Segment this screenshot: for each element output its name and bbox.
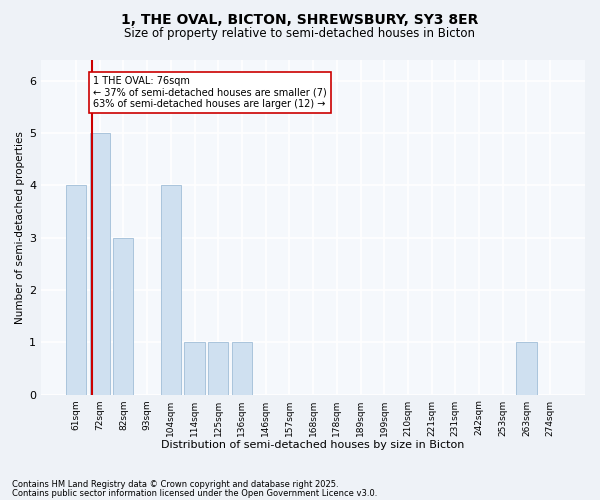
X-axis label: Distribution of semi-detached houses by size in Bicton: Distribution of semi-detached houses by …: [161, 440, 465, 450]
Text: 1 THE OVAL: 76sqm
← 37% of semi-detached houses are smaller (7)
63% of semi-deta: 1 THE OVAL: 76sqm ← 37% of semi-detached…: [93, 76, 327, 109]
Text: Contains public sector information licensed under the Open Government Licence v3: Contains public sector information licen…: [12, 488, 377, 498]
Bar: [66, 186, 86, 394]
Text: 1, THE OVAL, BICTON, SHREWSBURY, SY3 8ER: 1, THE OVAL, BICTON, SHREWSBURY, SY3 8ER: [121, 12, 479, 26]
Text: Size of property relative to semi-detached houses in Bicton: Size of property relative to semi-detach…: [125, 28, 476, 40]
Bar: [113, 238, 133, 394]
Bar: [161, 186, 181, 394]
Y-axis label: Number of semi-detached properties: Number of semi-detached properties: [15, 131, 25, 324]
Bar: [89, 133, 110, 394]
Bar: [517, 342, 536, 394]
Bar: [208, 342, 229, 394]
Text: Contains HM Land Registry data © Crown copyright and database right 2025.: Contains HM Land Registry data © Crown c…: [12, 480, 338, 489]
Bar: [184, 342, 205, 394]
Bar: [232, 342, 252, 394]
